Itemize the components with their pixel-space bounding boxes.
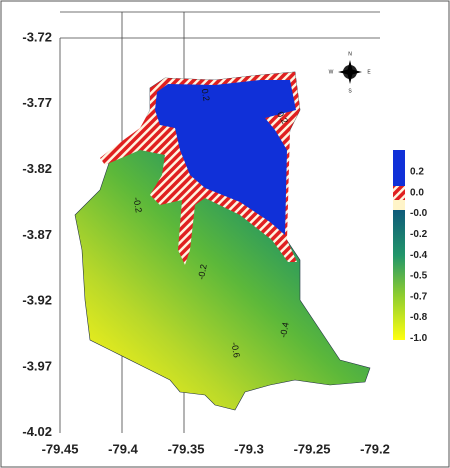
x-tick-label: -79.4 xyxy=(108,441,138,456)
legend-label: 0.0 xyxy=(410,187,424,198)
y-tick-label: -3.97 xyxy=(22,358,52,373)
legend-label: -0.7 xyxy=(410,291,428,302)
contour-label: -0.2 xyxy=(196,263,209,280)
x-tick-label: -79.35 xyxy=(168,441,205,456)
x-tick-label: -79.45 xyxy=(42,441,79,456)
compass-letter: S xyxy=(348,88,352,94)
legend-label: 0.2 xyxy=(410,167,424,178)
contour-label: -0.2 xyxy=(131,196,144,213)
y-tick-label: -3.72 xyxy=(22,29,52,44)
contour-label: 0.2 xyxy=(200,88,212,102)
y-tick-label: -3.77 xyxy=(22,95,52,110)
compass-letter: E xyxy=(367,69,371,75)
legend-label: -0.8 xyxy=(410,312,428,323)
contour-label: -0.4 xyxy=(278,321,291,338)
region-low xyxy=(74,71,371,411)
legend-label: -0.2 xyxy=(410,229,428,240)
y-tick-label: -3.82 xyxy=(22,161,52,176)
y-tick-label: -4.02 xyxy=(22,424,52,439)
x-tick-label: -79.3 xyxy=(234,441,264,456)
legend-zero xyxy=(393,186,405,200)
legend-high xyxy=(393,150,405,186)
legend-cream xyxy=(393,200,405,210)
compass xyxy=(338,60,362,84)
legend-label: -0.4 xyxy=(410,250,428,261)
contour-label: -0.6 xyxy=(229,341,242,358)
compass-letter: W xyxy=(329,69,334,75)
y-tick-label: -3.92 xyxy=(22,293,52,308)
y-tick-label: -3.87 xyxy=(22,227,52,242)
legend-label: -1.0 xyxy=(410,333,428,344)
legend-low xyxy=(393,210,405,340)
x-tick-label: -79.25 xyxy=(294,441,331,456)
x-tick-label: -79.2 xyxy=(360,441,390,456)
legend-label: -0.5 xyxy=(410,271,428,282)
region-high xyxy=(155,80,296,235)
compass-letter: N xyxy=(348,51,352,57)
legend-label: -0.0 xyxy=(410,208,428,219)
